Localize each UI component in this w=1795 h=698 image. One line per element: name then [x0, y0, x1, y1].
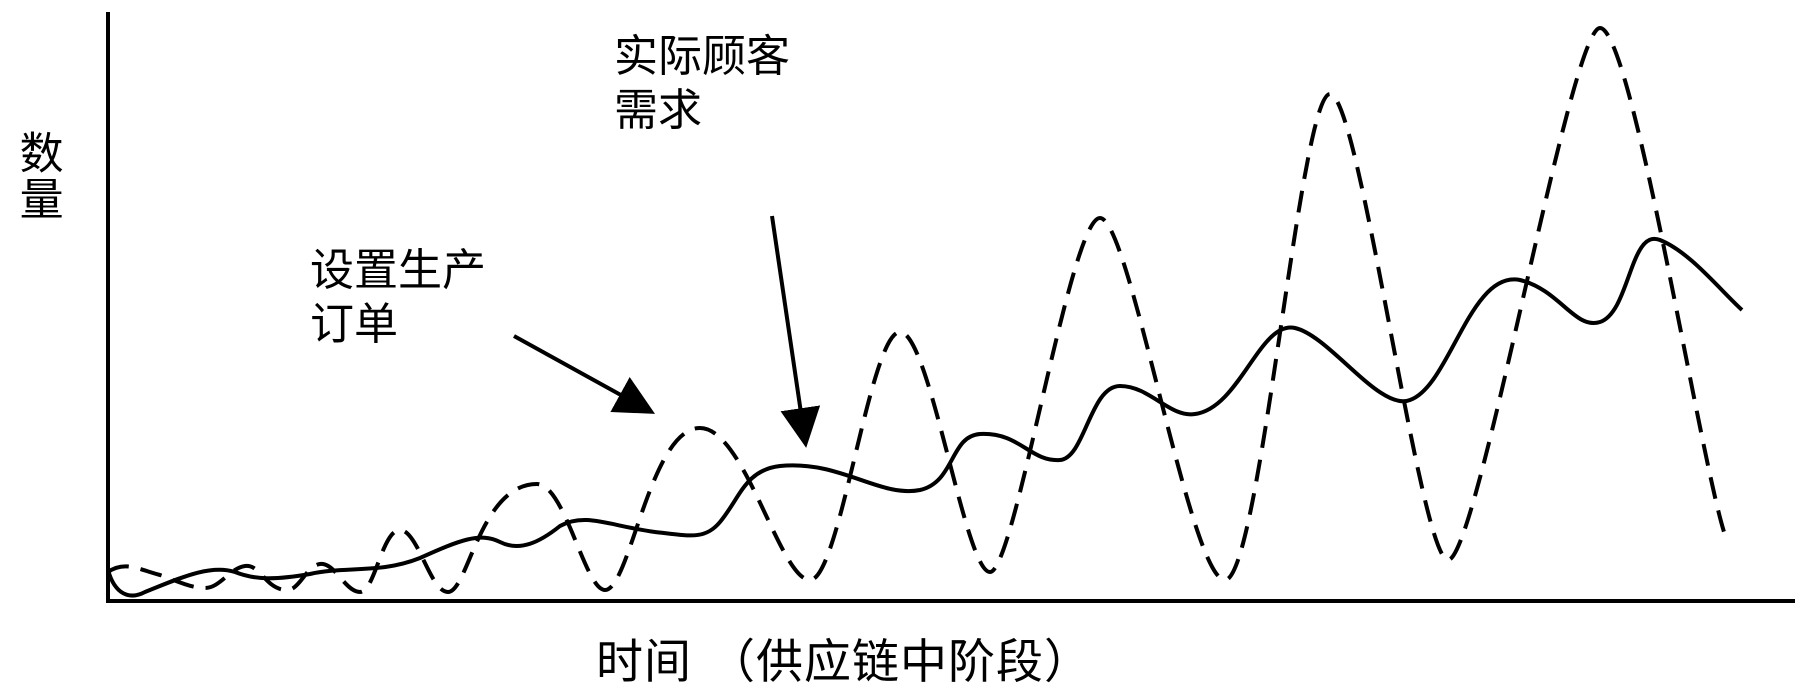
y-axis-label: 数量	[11, 130, 63, 222]
annotation-line: 设置生产	[310, 245, 486, 296]
annotation-line: 订单	[310, 298, 398, 350]
customer-demand-curve	[106, 236, 1744, 598]
production-orders-arrow	[513, 334, 656, 414]
production-orders-curve	[106, 25, 1727, 595]
annotation-line: 实际顾客	[614, 31, 790, 82]
customer-demand-annotation: 实际顾客 需求	[614, 30, 790, 137]
x-axis-label: 时间 （供应链中阶段）	[596, 635, 1092, 690]
customer-demand-arrow	[770, 215, 821, 448]
production-orders-annotation: 设置生产 订单	[310, 244, 486, 351]
annotation-line: 需求	[614, 84, 702, 136]
